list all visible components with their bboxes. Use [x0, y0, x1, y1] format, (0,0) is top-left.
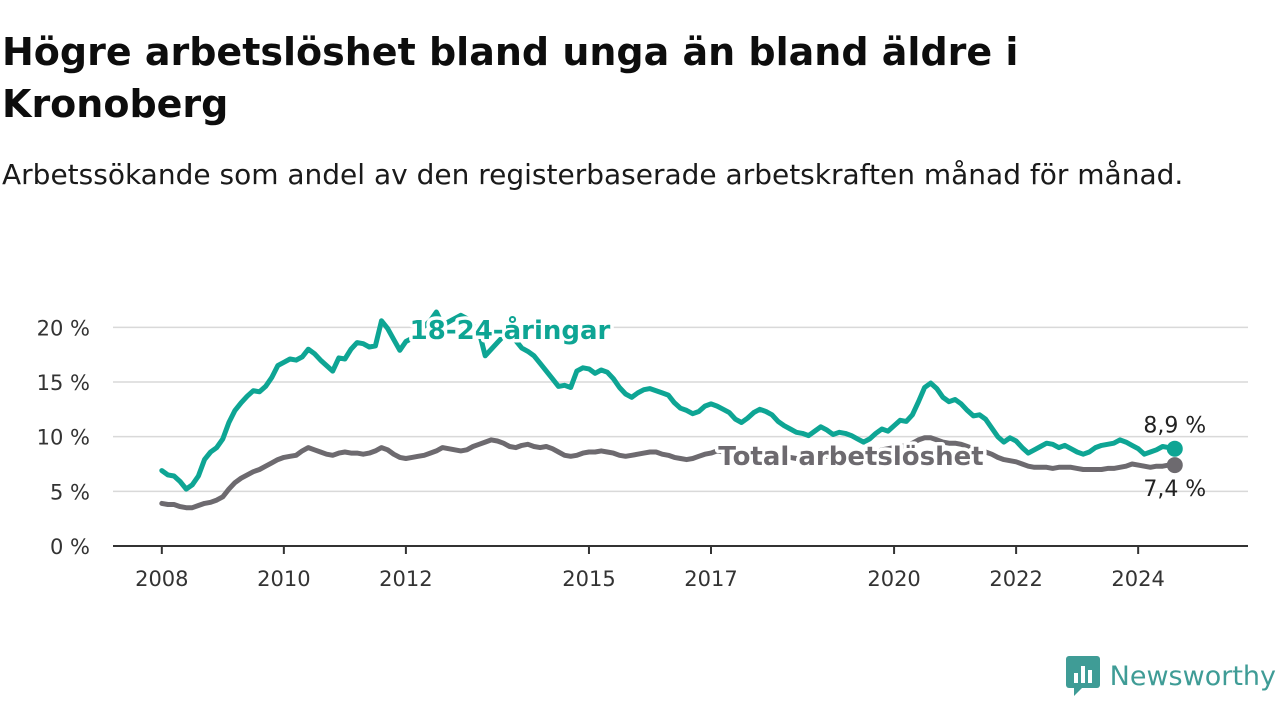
series-line-total	[159, 435, 1178, 511]
x-tick-label: 2022	[989, 567, 1042, 591]
x-tick-label: 2015	[562, 567, 615, 591]
series-label-youth: 18-24-åringar	[410, 314, 611, 346]
x-tick-label: 2020	[867, 567, 920, 591]
x-tick-label: 2012	[379, 567, 432, 591]
y-tick-label: 10 %	[37, 426, 90, 450]
x-tick-label: 2017	[684, 567, 737, 591]
newsworthy-logo-icon	[1065, 656, 1100, 696]
newsworthy-brand[interactable]: Newsworthy	[1065, 656, 1276, 696]
x-tick-label: 2008	[135, 567, 188, 591]
y-tick-label: 0 %	[50, 535, 90, 559]
y-tick-label: 15 %	[37, 371, 90, 395]
end-marker-total	[1166, 457, 1183, 474]
x-tick-label: 2010	[257, 567, 310, 591]
y-tick-label: 5 %	[50, 480, 90, 504]
series-label-total: Total arbetslöshet	[718, 442, 983, 472]
end-label-total: 7,4 %	[1143, 477, 1206, 502]
brand-name: Newsworthy	[1109, 660, 1276, 692]
chart-subtitle: Arbetssökande som andel av den registerb…	[2, 158, 1184, 191]
end-label-youth: 8,9 %	[1143, 414, 1206, 439]
end-marker-youth	[1166, 440, 1183, 457]
chart-title: Högre arbetslöshet bland unga än bland ä…	[2, 30, 1019, 126]
series-line-youth	[159, 309, 1178, 492]
x-tick-label: 2024	[1111, 567, 1164, 591]
y-tick-label: 20 %	[37, 316, 90, 340]
